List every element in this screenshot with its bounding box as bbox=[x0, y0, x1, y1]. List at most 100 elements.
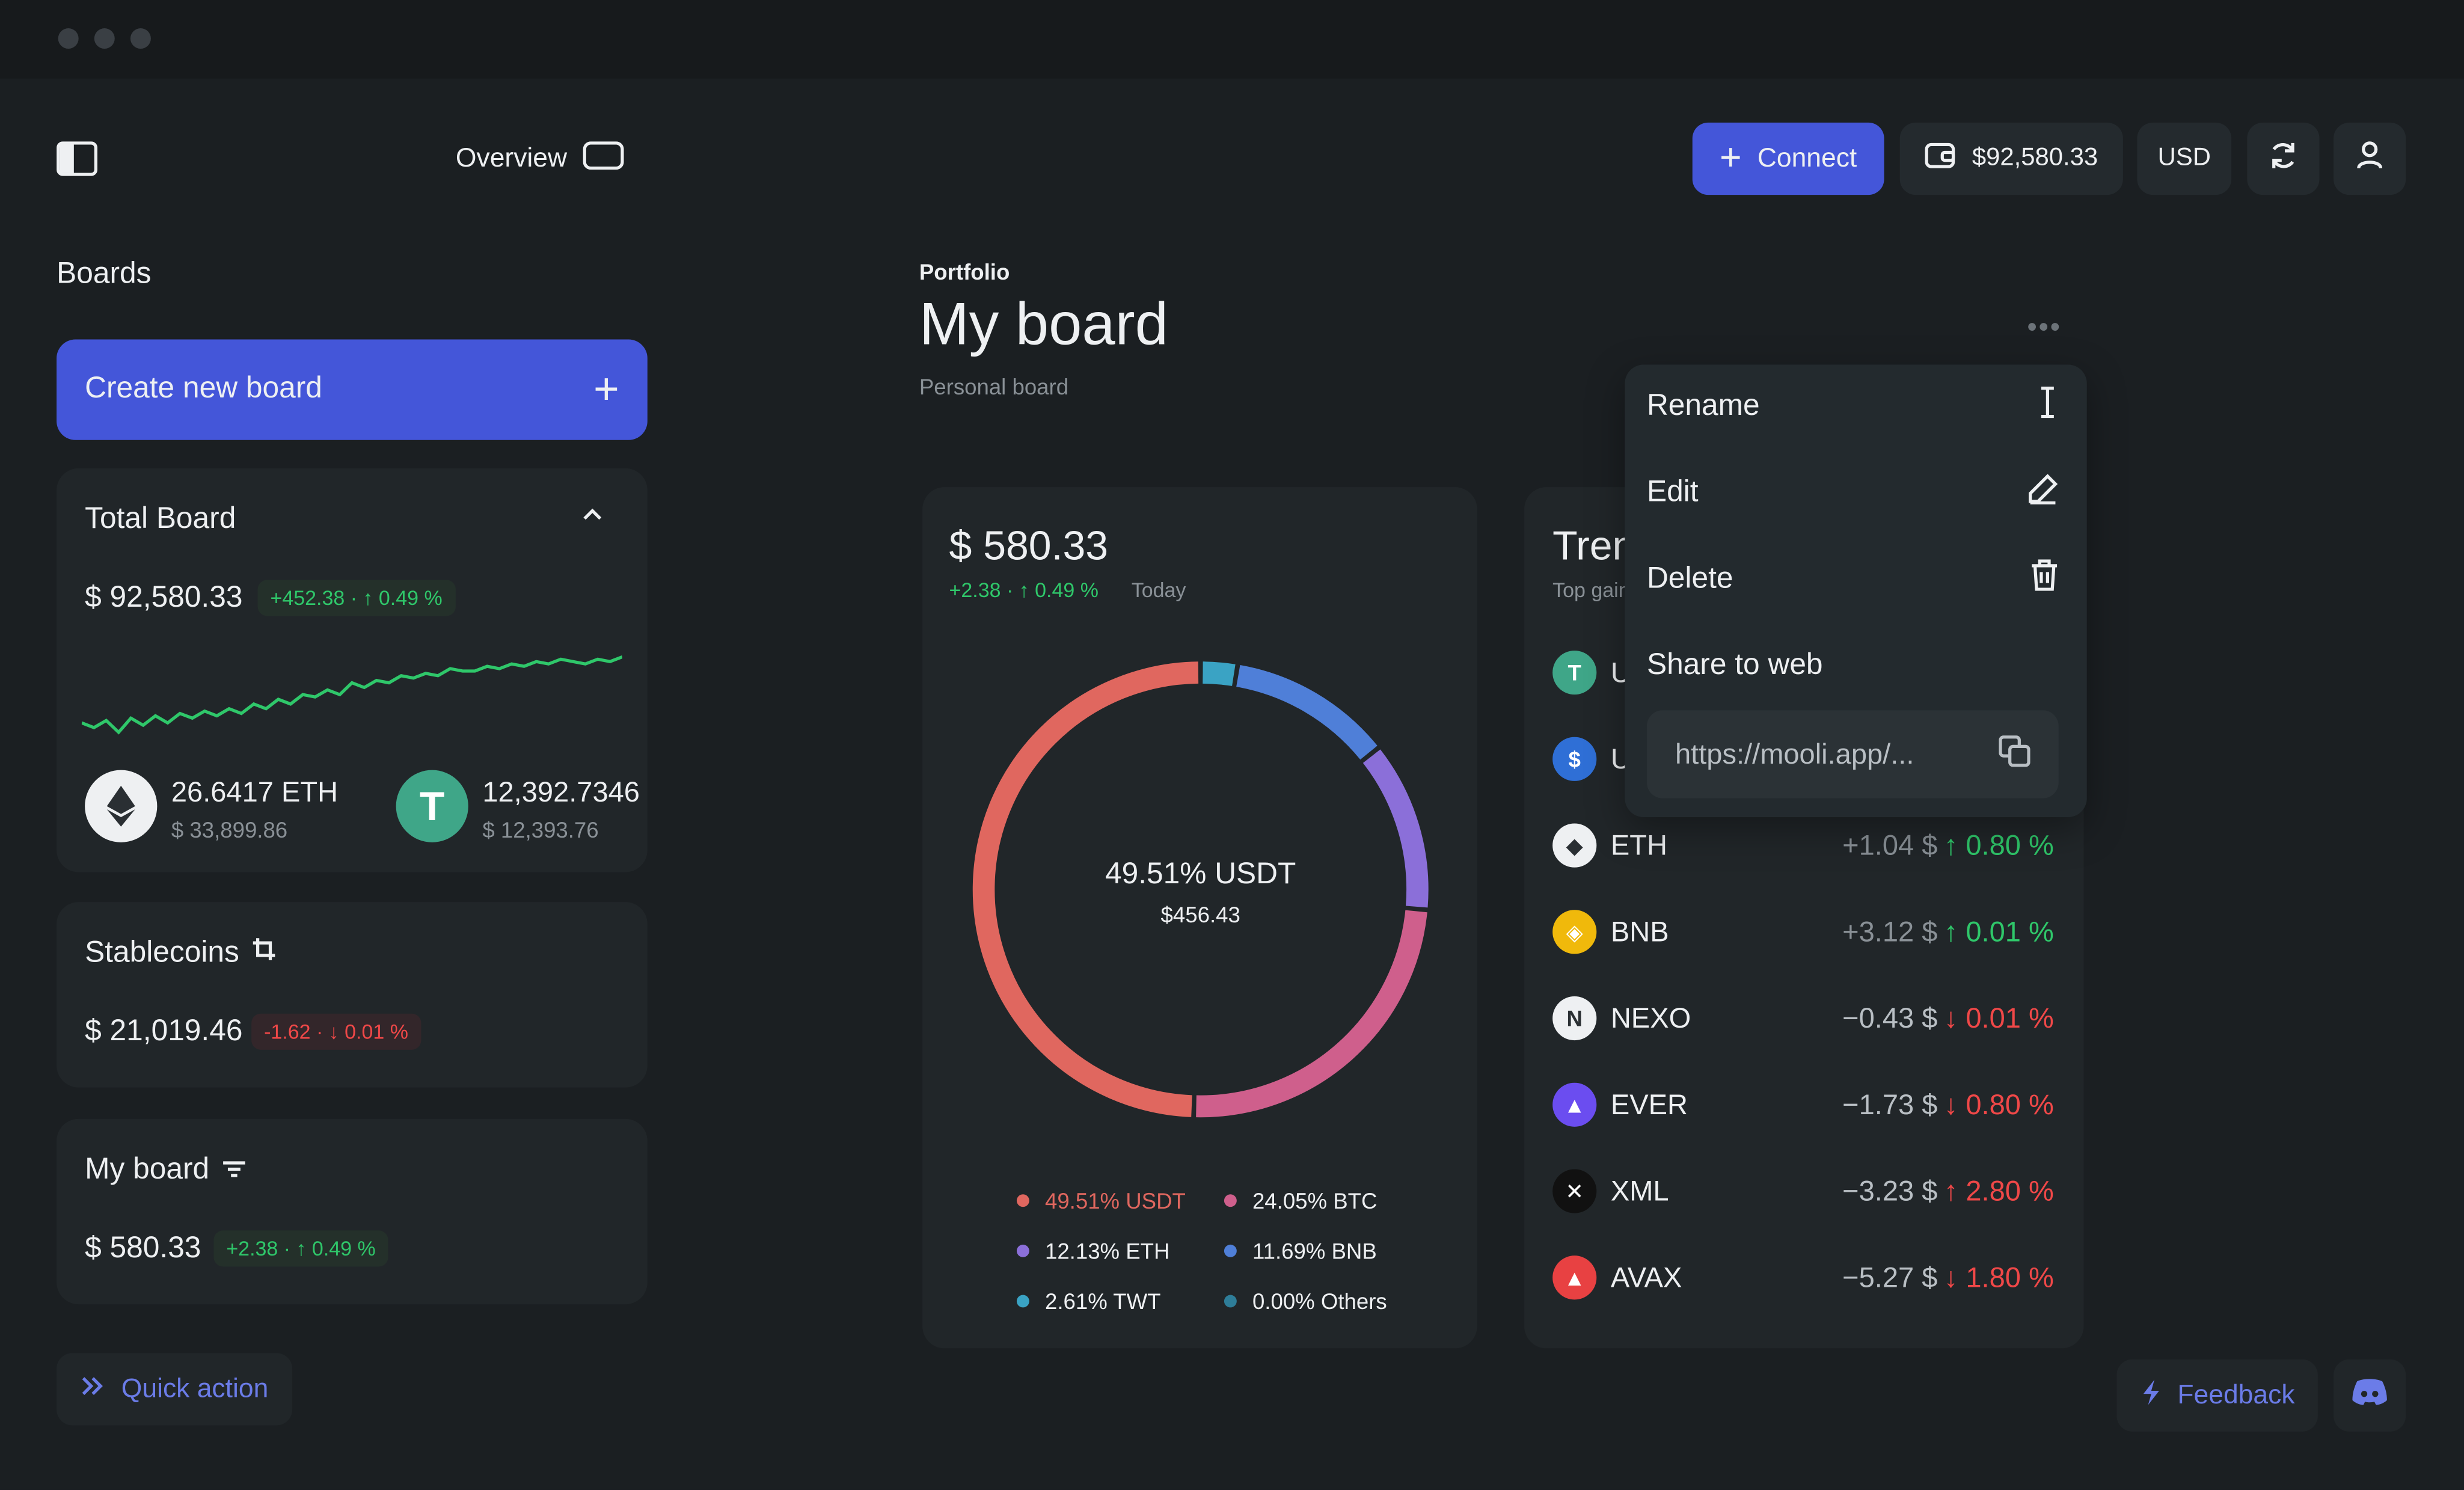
title-bar bbox=[0, 0, 2464, 79]
trending-row-nexo[interactable]: N NEXO −0.43 $ ↓ 0.01 % bbox=[1552, 995, 2055, 1041]
allocation-donut-chart bbox=[972, 661, 1429, 1118]
wallet-balance-button[interactable]: $92,580.33 bbox=[1899, 122, 2123, 195]
trending-percent: ↓ 0.01 % bbox=[1943, 1002, 2054, 1034]
boards-heading: Boards bbox=[57, 257, 152, 291]
trending-symbol: BNB bbox=[1610, 915, 1669, 947]
quick-action-button[interactable]: Quick action bbox=[57, 1353, 293, 1426]
discord-icon bbox=[2351, 1378, 2389, 1414]
discord-button[interactable] bbox=[2334, 1359, 2406, 1432]
create-board-button[interactable]: Create new board + bbox=[57, 339, 648, 440]
trending-symbol: NEXO bbox=[1610, 1002, 1691, 1034]
usdt-usd: $ 12,393.76 bbox=[482, 817, 599, 842]
legend-label: 24.05% BTC bbox=[1252, 1188, 1378, 1213]
quick-action-label: Quick action bbox=[121, 1373, 269, 1403]
more-options-icon[interactable]: ••• bbox=[2027, 311, 2062, 343]
trending-row-xml[interactable]: ✕ XML −3.23 $ ↑ 2.80 % bbox=[1552, 1168, 2055, 1215]
bnb-coin-icon: ◈ bbox=[1552, 910, 1597, 954]
stablecoins-change: -1.62 · ↓ 0.01 % bbox=[251, 1013, 421, 1050]
donut-slice-btc bbox=[1196, 910, 1427, 1118]
overview-screen-icon bbox=[583, 140, 624, 177]
eth-amount: 26.6417 ETH bbox=[171, 776, 339, 808]
feedback-button[interactable]: Feedback bbox=[2116, 1359, 2318, 1432]
menu-share-label: Share to web bbox=[1646, 649, 1823, 682]
window-close-button[interactable] bbox=[58, 28, 79, 49]
connect-label: Connect bbox=[1757, 143, 1857, 173]
refresh-icon bbox=[2267, 139, 2299, 178]
donut-slice-eth bbox=[1362, 749, 1429, 908]
legend-label: 49.51% USDT bbox=[1044, 1188, 1186, 1213]
my-board-title-row: My board bbox=[85, 1153, 247, 1188]
refresh-button[interactable] bbox=[2247, 122, 2320, 195]
legend-label: 2.61% TWT bbox=[1044, 1289, 1161, 1314]
avax-coin-icon: ▲ bbox=[1552, 1255, 1597, 1300]
legend-item-btc: 24.05% BTC bbox=[1224, 1188, 1377, 1213]
usdt-coin-icon: T bbox=[1552, 650, 1597, 695]
ethereum-icon bbox=[85, 770, 158, 842]
window-minimize-button[interactable] bbox=[94, 28, 115, 49]
page-title: My board bbox=[919, 292, 1168, 358]
portfolio-period: Today bbox=[1131, 578, 1186, 602]
wallet-icon bbox=[1925, 141, 1956, 177]
create-board-label: Create new board bbox=[85, 372, 322, 406]
my-board-value: $ 580.33 bbox=[85, 1231, 201, 1265]
page-subtitle: Personal board bbox=[919, 374, 1069, 399]
share-url-field[interactable]: https://mooli.app/... bbox=[1646, 710, 2059, 799]
trending-row-avax[interactable]: ▲ AVAX −5.27 $ ↓ 1.80 % bbox=[1552, 1254, 2055, 1301]
legend-label: 12.13% ETH bbox=[1044, 1238, 1170, 1264]
trending-change: +1.04 $ bbox=[1842, 829, 1938, 860]
trending-change: +3.12 $ bbox=[1842, 915, 1938, 947]
stablecoins-value: $ 21,019.46 bbox=[85, 1015, 243, 1049]
eth-coin-icon: ◆ bbox=[1552, 823, 1597, 868]
my-board-card[interactable]: My board $ 580.33 +2.38 · ↑ 0.49 % bbox=[57, 1118, 648, 1305]
trending-percent: ↓ 1.80 % bbox=[1943, 1261, 2054, 1293]
wallet-balance: $92,580.33 bbox=[1972, 144, 2098, 171]
donut-slice-usdt bbox=[972, 661, 1199, 1117]
trending-symbol: ETH bbox=[1610, 829, 1667, 860]
window-maximize-button[interactable] bbox=[130, 28, 151, 49]
sidebar-toggle-icon[interactable] bbox=[57, 141, 98, 176]
total-board-card[interactable]: Total Board $ 92,580.33 +452.38 · ↑ 0.49… bbox=[57, 468, 648, 872]
crop-icon bbox=[252, 937, 277, 971]
total-board-title: Total Board bbox=[85, 503, 236, 536]
usdt-amount: 12,392.7346 bbox=[482, 776, 640, 808]
currency-label: USD bbox=[2157, 144, 2211, 171]
legend-dot bbox=[1016, 1244, 1029, 1257]
menu-rename[interactable]: Rename bbox=[1647, 384, 2059, 431]
my-board-title: My board bbox=[85, 1153, 210, 1187]
trending-percent: ↑ 0.01 % bbox=[1943, 915, 2054, 947]
feedback-label: Feedback bbox=[2177, 1379, 2295, 1410]
donut-center-value: $456.43 bbox=[1160, 902, 1240, 927]
chevron-up-icon[interactable] bbox=[581, 503, 604, 533]
trending-change: −3.23 $ bbox=[1842, 1174, 1938, 1206]
total-board-sparkline bbox=[81, 655, 622, 735]
nexo-coin-icon: N bbox=[1552, 996, 1597, 1041]
trending-row-bnb[interactable]: ◈ BNB +3.12 $ ↑ 0.01 % bbox=[1552, 909, 2055, 955]
profile-button[interactable] bbox=[2334, 122, 2406, 195]
legend-dot bbox=[1016, 1194, 1029, 1207]
menu-share-to-web[interactable]: Share to web bbox=[1647, 643, 2059, 690]
menu-delete[interactable]: Delete bbox=[1647, 556, 2059, 603]
my-board-change: +2.38 · ↑ 0.49 % bbox=[213, 1230, 388, 1267]
trending-row-eth[interactable]: ◆ ETH +1.04 $ ↑ 0.80 % bbox=[1552, 822, 2055, 869]
donut-slice-bnb bbox=[1236, 665, 1378, 760]
menu-edit[interactable]: Edit bbox=[1647, 470, 2059, 517]
trending-row-ever[interactable]: ▲ EVER −1.73 $ ↓ 0.80 % bbox=[1552, 1081, 2055, 1128]
donut-slice-twt bbox=[1203, 661, 1236, 686]
currency-selector[interactable]: USD bbox=[2137, 122, 2232, 195]
plus-icon: + bbox=[593, 364, 619, 414]
connect-button[interactable]: + Connect bbox=[1692, 122, 1884, 195]
double-chevron-right-icon bbox=[81, 1373, 106, 1405]
legend-dot bbox=[1016, 1295, 1029, 1308]
overview-label: Overview bbox=[455, 143, 568, 173]
trending-percent: ↑ 0.80 % bbox=[1943, 829, 2054, 860]
copy-icon[interactable] bbox=[1999, 734, 2030, 774]
overview-button[interactable]: Overview bbox=[455, 140, 624, 177]
legend-dot bbox=[1224, 1295, 1237, 1308]
menu-edit-label: Edit bbox=[1646, 476, 1699, 509]
trending-percent: ↑ 2.80 % bbox=[1943, 1174, 2054, 1206]
stablecoins-card[interactable]: Stablecoins $ 21,019.46 -1.62 · ↓ 0.01 % bbox=[57, 902, 648, 1088]
legend-label: 11.69% BNB bbox=[1252, 1238, 1377, 1264]
trending-change: −0.43 $ bbox=[1842, 1002, 1938, 1034]
legend-item-bnb: 11.69% BNB bbox=[1224, 1238, 1377, 1263]
